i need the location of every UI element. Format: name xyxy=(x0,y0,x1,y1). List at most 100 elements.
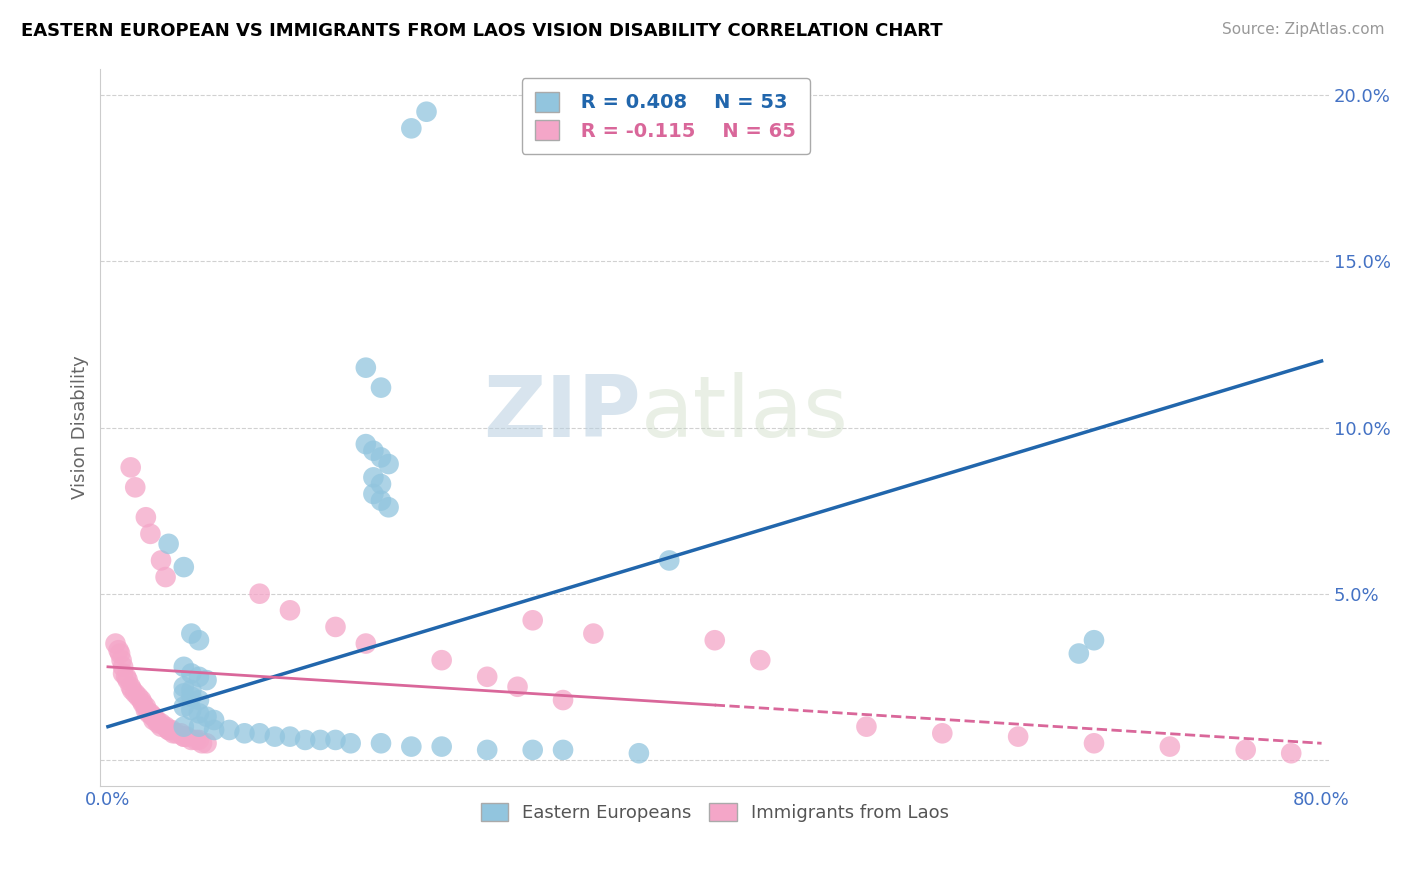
Point xyxy=(377,500,399,515)
Point xyxy=(104,636,127,650)
Point xyxy=(180,626,202,640)
Point xyxy=(108,647,131,661)
Point xyxy=(325,733,347,747)
Point xyxy=(477,670,499,684)
Point xyxy=(155,720,177,734)
Point xyxy=(120,460,142,475)
Point xyxy=(115,670,138,684)
Point xyxy=(658,553,681,567)
Point xyxy=(139,706,162,721)
Point xyxy=(112,666,135,681)
Point xyxy=(145,713,167,727)
Point xyxy=(165,726,187,740)
Point xyxy=(157,723,180,737)
Point xyxy=(188,720,211,734)
Point xyxy=(354,636,377,650)
Point xyxy=(184,733,207,747)
Point xyxy=(173,680,195,694)
Point xyxy=(157,537,180,551)
Point xyxy=(162,726,184,740)
Point xyxy=(132,697,155,711)
Point xyxy=(294,733,316,747)
Point xyxy=(155,570,177,584)
Point xyxy=(173,720,195,734)
Point xyxy=(180,683,202,698)
Point xyxy=(477,743,499,757)
Point xyxy=(135,703,157,717)
Text: EASTERN EUROPEAN VS IMMIGRANTS FROM LAOS VISION DISABILITY CORRELATION CHART: EASTERN EUROPEAN VS IMMIGRANTS FROM LAOS… xyxy=(21,22,942,40)
Point xyxy=(150,553,173,567)
Point xyxy=(176,730,198,744)
Point xyxy=(1067,647,1090,661)
Point xyxy=(551,743,574,757)
Point xyxy=(218,723,240,737)
Point xyxy=(1083,736,1105,750)
Point xyxy=(363,443,385,458)
Point xyxy=(180,690,202,704)
Point xyxy=(173,660,195,674)
Point xyxy=(363,470,385,484)
Point xyxy=(146,716,169,731)
Point xyxy=(1007,730,1029,744)
Point xyxy=(173,699,195,714)
Point xyxy=(522,613,544,627)
Point xyxy=(173,730,195,744)
Point xyxy=(131,693,153,707)
Point xyxy=(117,673,139,687)
Point xyxy=(202,713,225,727)
Point xyxy=(370,477,392,491)
Point xyxy=(506,680,529,694)
Point xyxy=(339,736,361,750)
Point xyxy=(749,653,772,667)
Point xyxy=(354,437,377,451)
Point xyxy=(124,686,146,700)
Point xyxy=(370,450,392,465)
Point xyxy=(157,723,180,737)
Point xyxy=(191,736,214,750)
Point xyxy=(188,633,211,648)
Point xyxy=(138,706,160,721)
Point xyxy=(188,733,211,747)
Point xyxy=(160,723,183,737)
Point xyxy=(249,726,271,740)
Point xyxy=(1279,746,1302,760)
Point xyxy=(1159,739,1181,754)
Point xyxy=(354,360,377,375)
Point xyxy=(370,736,392,750)
Point xyxy=(278,730,301,744)
Point xyxy=(263,730,285,744)
Point xyxy=(278,603,301,617)
Point xyxy=(325,620,347,634)
Point xyxy=(195,673,218,687)
Point xyxy=(522,743,544,757)
Point xyxy=(195,736,218,750)
Point xyxy=(107,643,129,657)
Point xyxy=(188,670,211,684)
Point xyxy=(112,660,135,674)
Legend: Eastern Europeans, Immigrants from Laos: Eastern Europeans, Immigrants from Laos xyxy=(468,790,962,835)
Point xyxy=(1083,633,1105,648)
Point xyxy=(233,726,256,740)
Point xyxy=(173,730,195,744)
Point xyxy=(415,104,437,119)
Point xyxy=(139,527,162,541)
Point xyxy=(401,121,423,136)
Text: Source: ZipAtlas.com: Source: ZipAtlas.com xyxy=(1222,22,1385,37)
Point xyxy=(370,493,392,508)
Point xyxy=(249,587,271,601)
Point xyxy=(855,720,877,734)
Point xyxy=(195,709,218,723)
Point xyxy=(180,733,202,747)
Point xyxy=(188,706,211,721)
Y-axis label: Vision Disability: Vision Disability xyxy=(72,356,89,500)
Point xyxy=(173,686,195,700)
Point xyxy=(363,487,385,501)
Point xyxy=(110,653,132,667)
Point xyxy=(582,626,605,640)
Point xyxy=(150,716,173,731)
Point xyxy=(142,713,165,727)
Text: atlas: atlas xyxy=(641,372,849,455)
Point xyxy=(180,703,202,717)
Point xyxy=(124,480,146,494)
Point xyxy=(627,746,650,760)
